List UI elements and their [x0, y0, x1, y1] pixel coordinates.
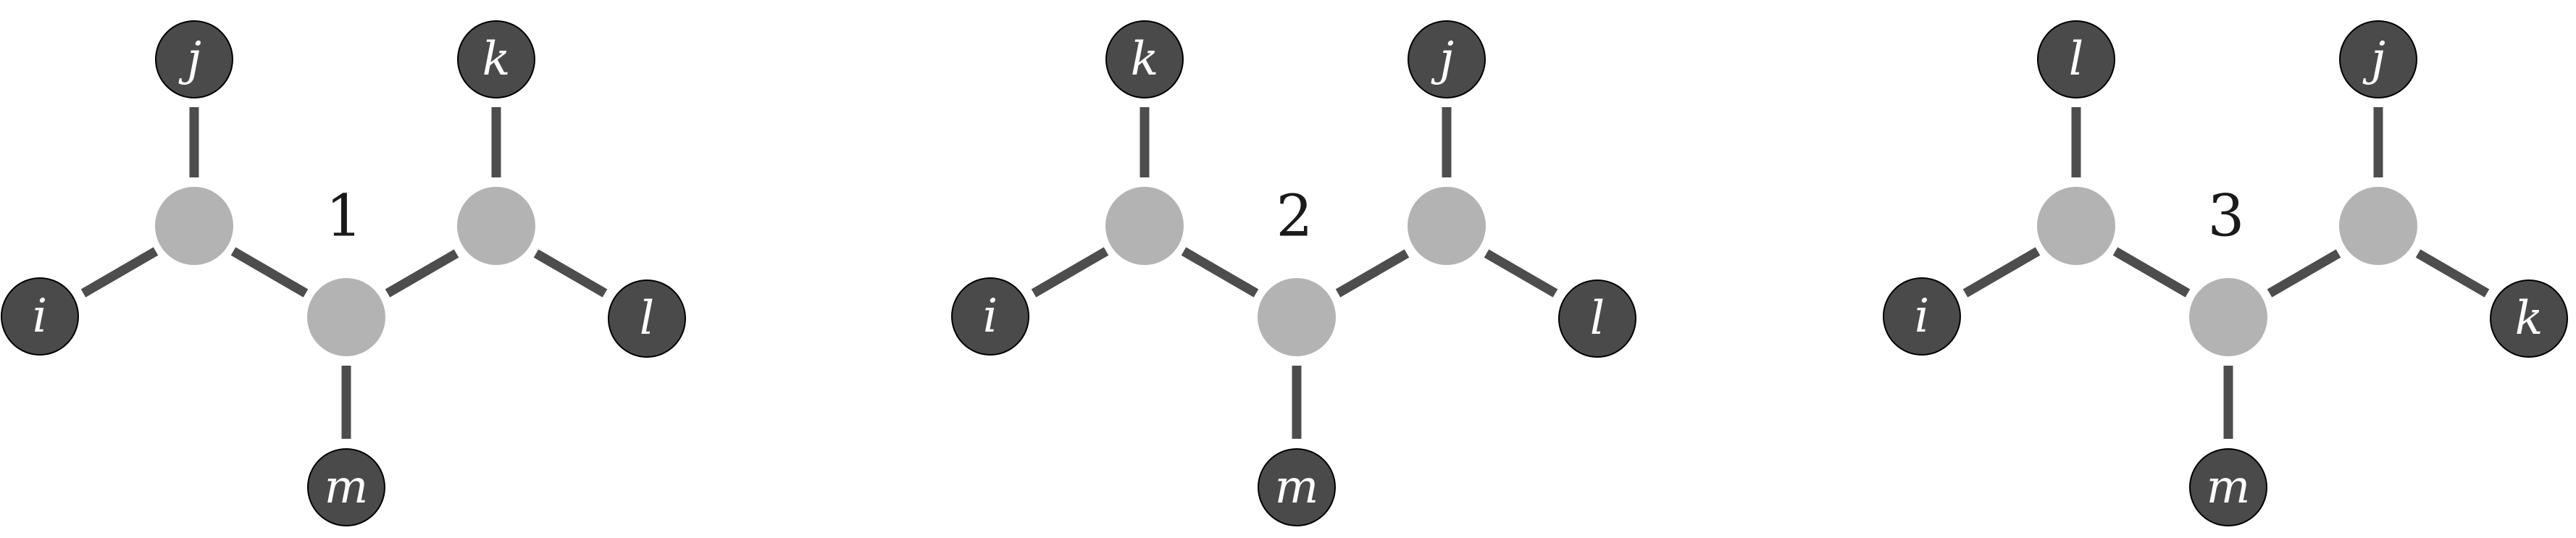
- leaf-label-upper-right: k: [482, 33, 511, 86]
- bond-left-inner-to-center: [230, 247, 309, 298]
- bond-right-leaf: [533, 249, 608, 298]
- leaf-label-right: l: [1590, 292, 1605, 345]
- leaf-label-bottom: m: [2207, 461, 2251, 514]
- tree-label: 1: [326, 182, 363, 250]
- leaf-node-bottom: [1258, 448, 1336, 526]
- leaf-node-bottom: [2189, 448, 2267, 526]
- tree-label: 2: [1276, 182, 1313, 250]
- inner-node-center: [307, 278, 385, 356]
- bond-left-leaf: [1962, 247, 2041, 298]
- leaf-label-left: i: [1915, 290, 1929, 343]
- leaf-label-right: k: [2515, 292, 2543, 345]
- bond-left-inner-to-center: [1181, 247, 1259, 298]
- leaf-node-left: [1883, 277, 1961, 356]
- leaf-node-upper-left: [2037, 20, 2115, 98]
- leaf-label-upper-left: l: [2069, 33, 2083, 86]
- leaf-node-left: [951, 277, 1029, 356]
- bond-right-leaf: [1484, 249, 1558, 298]
- leaf-node-upper-right: [457, 20, 535, 98]
- tree-2: k j i l m 2: [951, 20, 1636, 526]
- bond-center-to-right-inner: [385, 249, 459, 298]
- leaf-node-right: [1558, 279, 1636, 358]
- inner-node-left: [155, 187, 233, 265]
- leaf-label-left: i: [983, 290, 998, 343]
- bond-left-leaf: [1031, 247, 1109, 298]
- leaf-node-upper-left: [1105, 20, 1184, 98]
- leaf-node-left: [1, 277, 79, 356]
- bond-center-to-right-inner: [1335, 249, 1410, 298]
- leaf-label-left: i: [33, 290, 47, 343]
- leaf-label-bottom: m: [325, 461, 369, 514]
- bond-center-to-right-inner: [2267, 249, 2341, 298]
- leaf-node-upper-left: [155, 20, 233, 98]
- inner-node-right: [457, 187, 535, 265]
- inner-node-right: [2339, 187, 2417, 265]
- inner-node-center: [2189, 278, 2267, 356]
- leaf-label-bottom: m: [1275, 461, 1319, 514]
- bond-right-leaf: [2415, 249, 2490, 298]
- bond-left-leaf: [80, 247, 159, 298]
- leaf-node-bottom: [307, 448, 385, 526]
- tree-label: 3: [2208, 182, 2245, 250]
- leaf-node-right: [608, 279, 686, 358]
- inner-node-right: [1408, 187, 1486, 265]
- tree-1: j k i l m 1: [1, 20, 686, 526]
- inner-node-left: [2037, 187, 2115, 265]
- leaf-node-upper-right: [2339, 20, 2417, 98]
- inner-node-left: [1105, 187, 1184, 265]
- tree-3: l j i k m 3: [1883, 20, 2568, 526]
- leaf-node-upper-right: [1408, 20, 1486, 98]
- inner-node-center: [1258, 278, 1336, 356]
- leaf-label-upper-left: k: [1131, 33, 1159, 86]
- bond-left-inner-to-center: [2112, 247, 2191, 298]
- leaf-label-right: l: [640, 292, 654, 345]
- leaf-node-right: [2490, 279, 2568, 358]
